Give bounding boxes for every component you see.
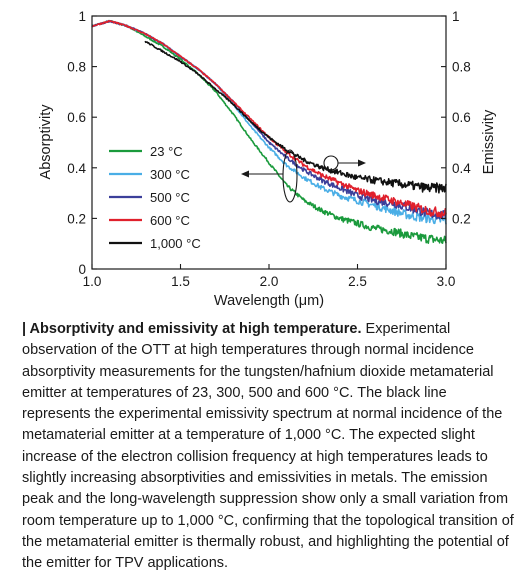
- legend-label: 600 °C: [150, 213, 190, 228]
- y-tick-label-left: 1: [78, 9, 86, 24]
- x-tick-label: 2.0: [260, 274, 279, 289]
- absorptivity-arrowhead: [241, 170, 249, 178]
- y-axis-right: 0.2 0.4 0.6 0.8 1: [441, 9, 471, 226]
- series-line: [91, 19, 447, 219]
- x-tick-label: 2.5: [348, 274, 367, 289]
- y-tick-label-left: 0.6: [67, 110, 86, 125]
- absorptivity-emissivity-chart: 1.0 1.5 2.0 2.5 3.0 0 0.2 0.4 0.6 0.8 1 0.2 0.4 0.6…: [38, 9, 497, 309]
- y-axis-left: 0 0.2 0.4 0.6 0.8 1: [67, 9, 97, 277]
- y-axis-label-right: Emissivity: [481, 109, 497, 174]
- caption-lead: | Absorptivity and emissivity at high te…: [22, 321, 362, 337]
- x-tick-label: 1.0: [83, 274, 102, 289]
- series-line: [144, 40, 447, 194]
- y-axis-label-left: Absorptivity: [38, 104, 54, 180]
- y-tick-label-right: 0.2: [452, 211, 471, 226]
- x-tick-label: 1.5: [171, 274, 190, 289]
- series-line: [91, 19, 447, 220]
- emissivity-arrowhead: [358, 159, 366, 167]
- annotations: [241, 149, 366, 203]
- legend: 23 °C 300 °C 500 °C 600 °C 1,000 °C: [109, 144, 201, 251]
- legend-label: 300 °C: [150, 167, 190, 182]
- legend-label: 23 °C: [150, 144, 183, 159]
- y-tick-label-left: 0.2: [67, 211, 86, 226]
- x-tick-label: 3.0: [437, 274, 456, 289]
- y-tick-label-left: 0.8: [67, 60, 86, 75]
- emissivity-group-circle: [323, 155, 339, 171]
- series-line: [91, 19, 447, 225]
- y-tick-label-right: 1: [452, 9, 460, 24]
- figure-caption: | Absorptivity and emissivity at high te…: [22, 319, 517, 575]
- legend-label: 500 °C: [150, 190, 190, 205]
- x-axis-label: Wavelength (μm): [214, 293, 324, 309]
- x-axis: 1.0 1.5 2.0 2.5 3.0: [83, 264, 456, 289]
- absorptivity-group-ellipse: [282, 149, 298, 203]
- y-tick-label-left: 0: [78, 262, 86, 277]
- caption-body: Experimental observation of the OTT at h…: [22, 321, 514, 572]
- y-tick-label-right: 0.6: [452, 110, 471, 125]
- series-line: [91, 19, 447, 244]
- y-tick-label-left: 0.4: [67, 161, 86, 176]
- y-tick-label-right: 0.8: [452, 60, 471, 75]
- series-layer: [91, 19, 447, 244]
- y-tick-label-right: 0.4: [452, 161, 471, 176]
- legend-label: 1,000 °C: [150, 236, 201, 251]
